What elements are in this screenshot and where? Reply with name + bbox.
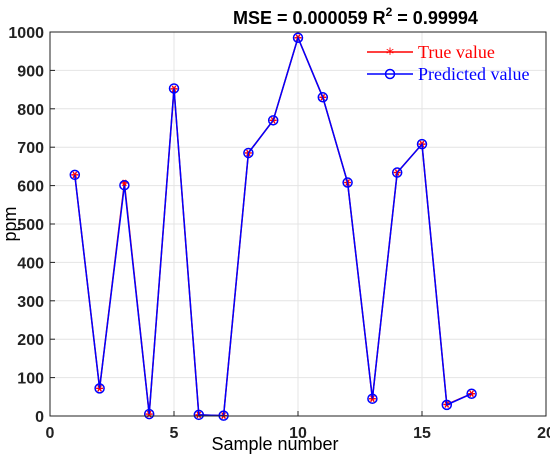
y-tick-label: 200 bbox=[17, 332, 44, 349]
data-point-predicted-value bbox=[94, 383, 105, 394]
y-tick-label: 1000 bbox=[8, 25, 44, 42]
data-point-predicted-value bbox=[292, 32, 304, 44]
y-tick-label: 500 bbox=[17, 217, 44, 234]
data-point-predicted-value bbox=[441, 399, 453, 411]
x-tick-label: 15 bbox=[413, 425, 431, 442]
y-tick-label: 600 bbox=[17, 179, 44, 196]
data-point-predicted-value bbox=[317, 92, 329, 103]
y-tick-label: 300 bbox=[17, 294, 44, 311]
data-point-predicted-value bbox=[391, 167, 403, 178]
data-point-predicted-value bbox=[69, 169, 81, 181]
legend-label-true-value: True value bbox=[418, 42, 495, 62]
data-point-predicted-value bbox=[466, 388, 477, 399]
data-point-predicted-value bbox=[342, 177, 353, 188]
x-axis-label: Sample number bbox=[211, 434, 338, 454]
y-axis-label: ppm bbox=[0, 206, 20, 241]
legend-marker-predicted-value bbox=[384, 68, 396, 80]
y-tick-label: 100 bbox=[17, 371, 44, 388]
ticks: 0510152001002003004005006007008009001000 bbox=[8, 25, 550, 442]
y-tick-label: 400 bbox=[17, 255, 44, 272]
x-tick-label: 5 bbox=[170, 425, 179, 442]
y-tick-label: 700 bbox=[17, 140, 44, 157]
x-tick-label: 10 bbox=[289, 425, 307, 442]
x-tick-label: 20 bbox=[537, 425, 550, 442]
data-point-predicted-value bbox=[267, 115, 279, 126]
data-point-predicted-value bbox=[416, 138, 428, 150]
data-point-predicted-value bbox=[143, 408, 155, 420]
data-point-predicted-value bbox=[119, 179, 130, 191]
chart-title-suffix: = 0.99994 bbox=[392, 8, 478, 28]
legend-label-predicted-value: Predicted value bbox=[418, 64, 529, 84]
data-point-predicted-value bbox=[243, 147, 254, 159]
legend-marker-true-value: * bbox=[386, 44, 394, 63]
chart-title: MSE = 0.000059 R2 = 0.99994 bbox=[233, 5, 478, 28]
chart-title-main: MSE = 0.000059 R bbox=[233, 8, 386, 28]
legend: * True value Predicted value bbox=[367, 42, 529, 84]
data-point-predicted-value bbox=[367, 393, 378, 404]
y-tick-label: 900 bbox=[17, 63, 44, 80]
chart-title-superscript: 2 bbox=[386, 5, 393, 19]
data-point-predicted-value bbox=[168, 83, 180, 94]
x-tick-label: 0 bbox=[46, 425, 55, 442]
series-line-predicted-value bbox=[74, 35, 472, 417]
data-point-predicted-value bbox=[193, 409, 205, 421]
grid bbox=[49, 31, 547, 417]
y-tick-label: 0 bbox=[35, 409, 44, 426]
series-layer bbox=[69, 32, 477, 421]
y-tick-label: 800 bbox=[17, 102, 44, 119]
